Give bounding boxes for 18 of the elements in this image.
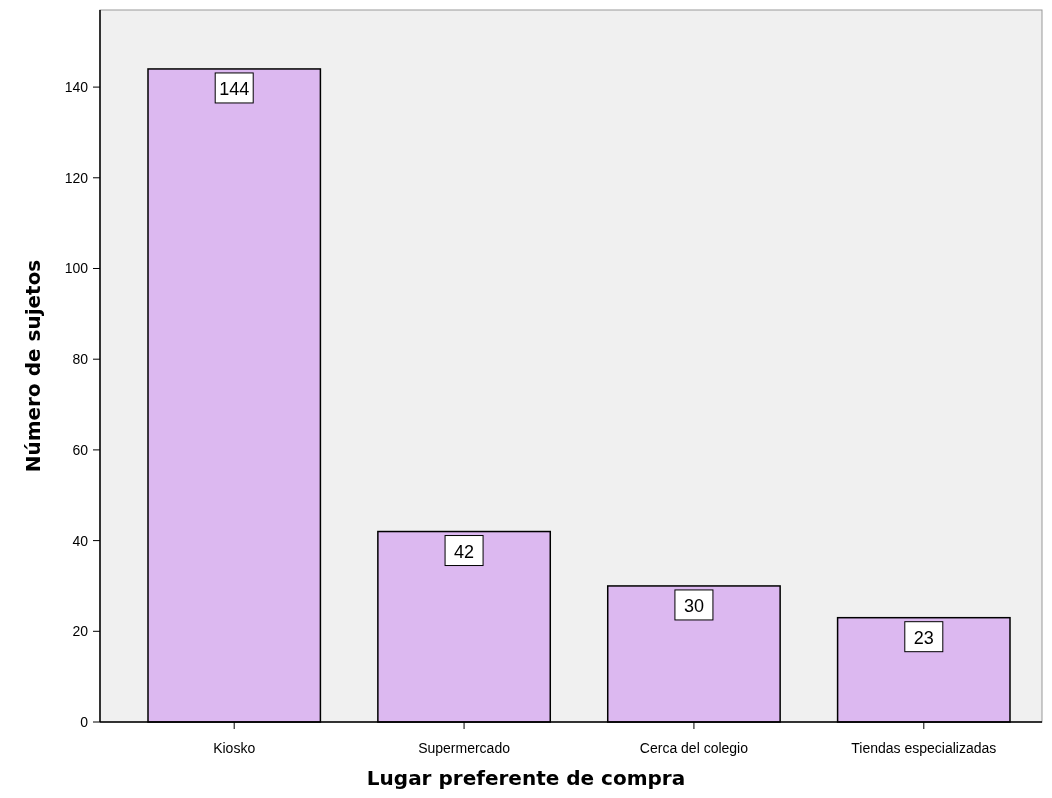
y-tick-label: 140 (64, 79, 89, 96)
y-tick-label: 40 (72, 532, 89, 549)
x-axis-title: Lugar preferente de compra (366, 766, 686, 790)
y-tick-label: 60 (72, 441, 89, 458)
x-tick-label: Kiosko (213, 740, 256, 756)
data-label: 23 (913, 627, 934, 648)
x-tick-label: Tiendas especializadas (851, 740, 997, 756)
data-label: 42 (454, 541, 475, 562)
y-axis-title: Número de sujetos (21, 259, 45, 473)
y-tick-label: 80 (72, 351, 89, 368)
y-tick-label: 100 (64, 260, 89, 277)
y-tick-label: 120 (64, 169, 89, 186)
y-tick-label: 0 (80, 714, 89, 730)
x-tick-label: Supermercado (418, 740, 511, 756)
y-tick-label: 20 (72, 623, 89, 640)
data-label: 144 (219, 78, 250, 99)
data-label: 30 (683, 595, 704, 616)
x-tick-label: Cerca del colegio (639, 740, 749, 756)
